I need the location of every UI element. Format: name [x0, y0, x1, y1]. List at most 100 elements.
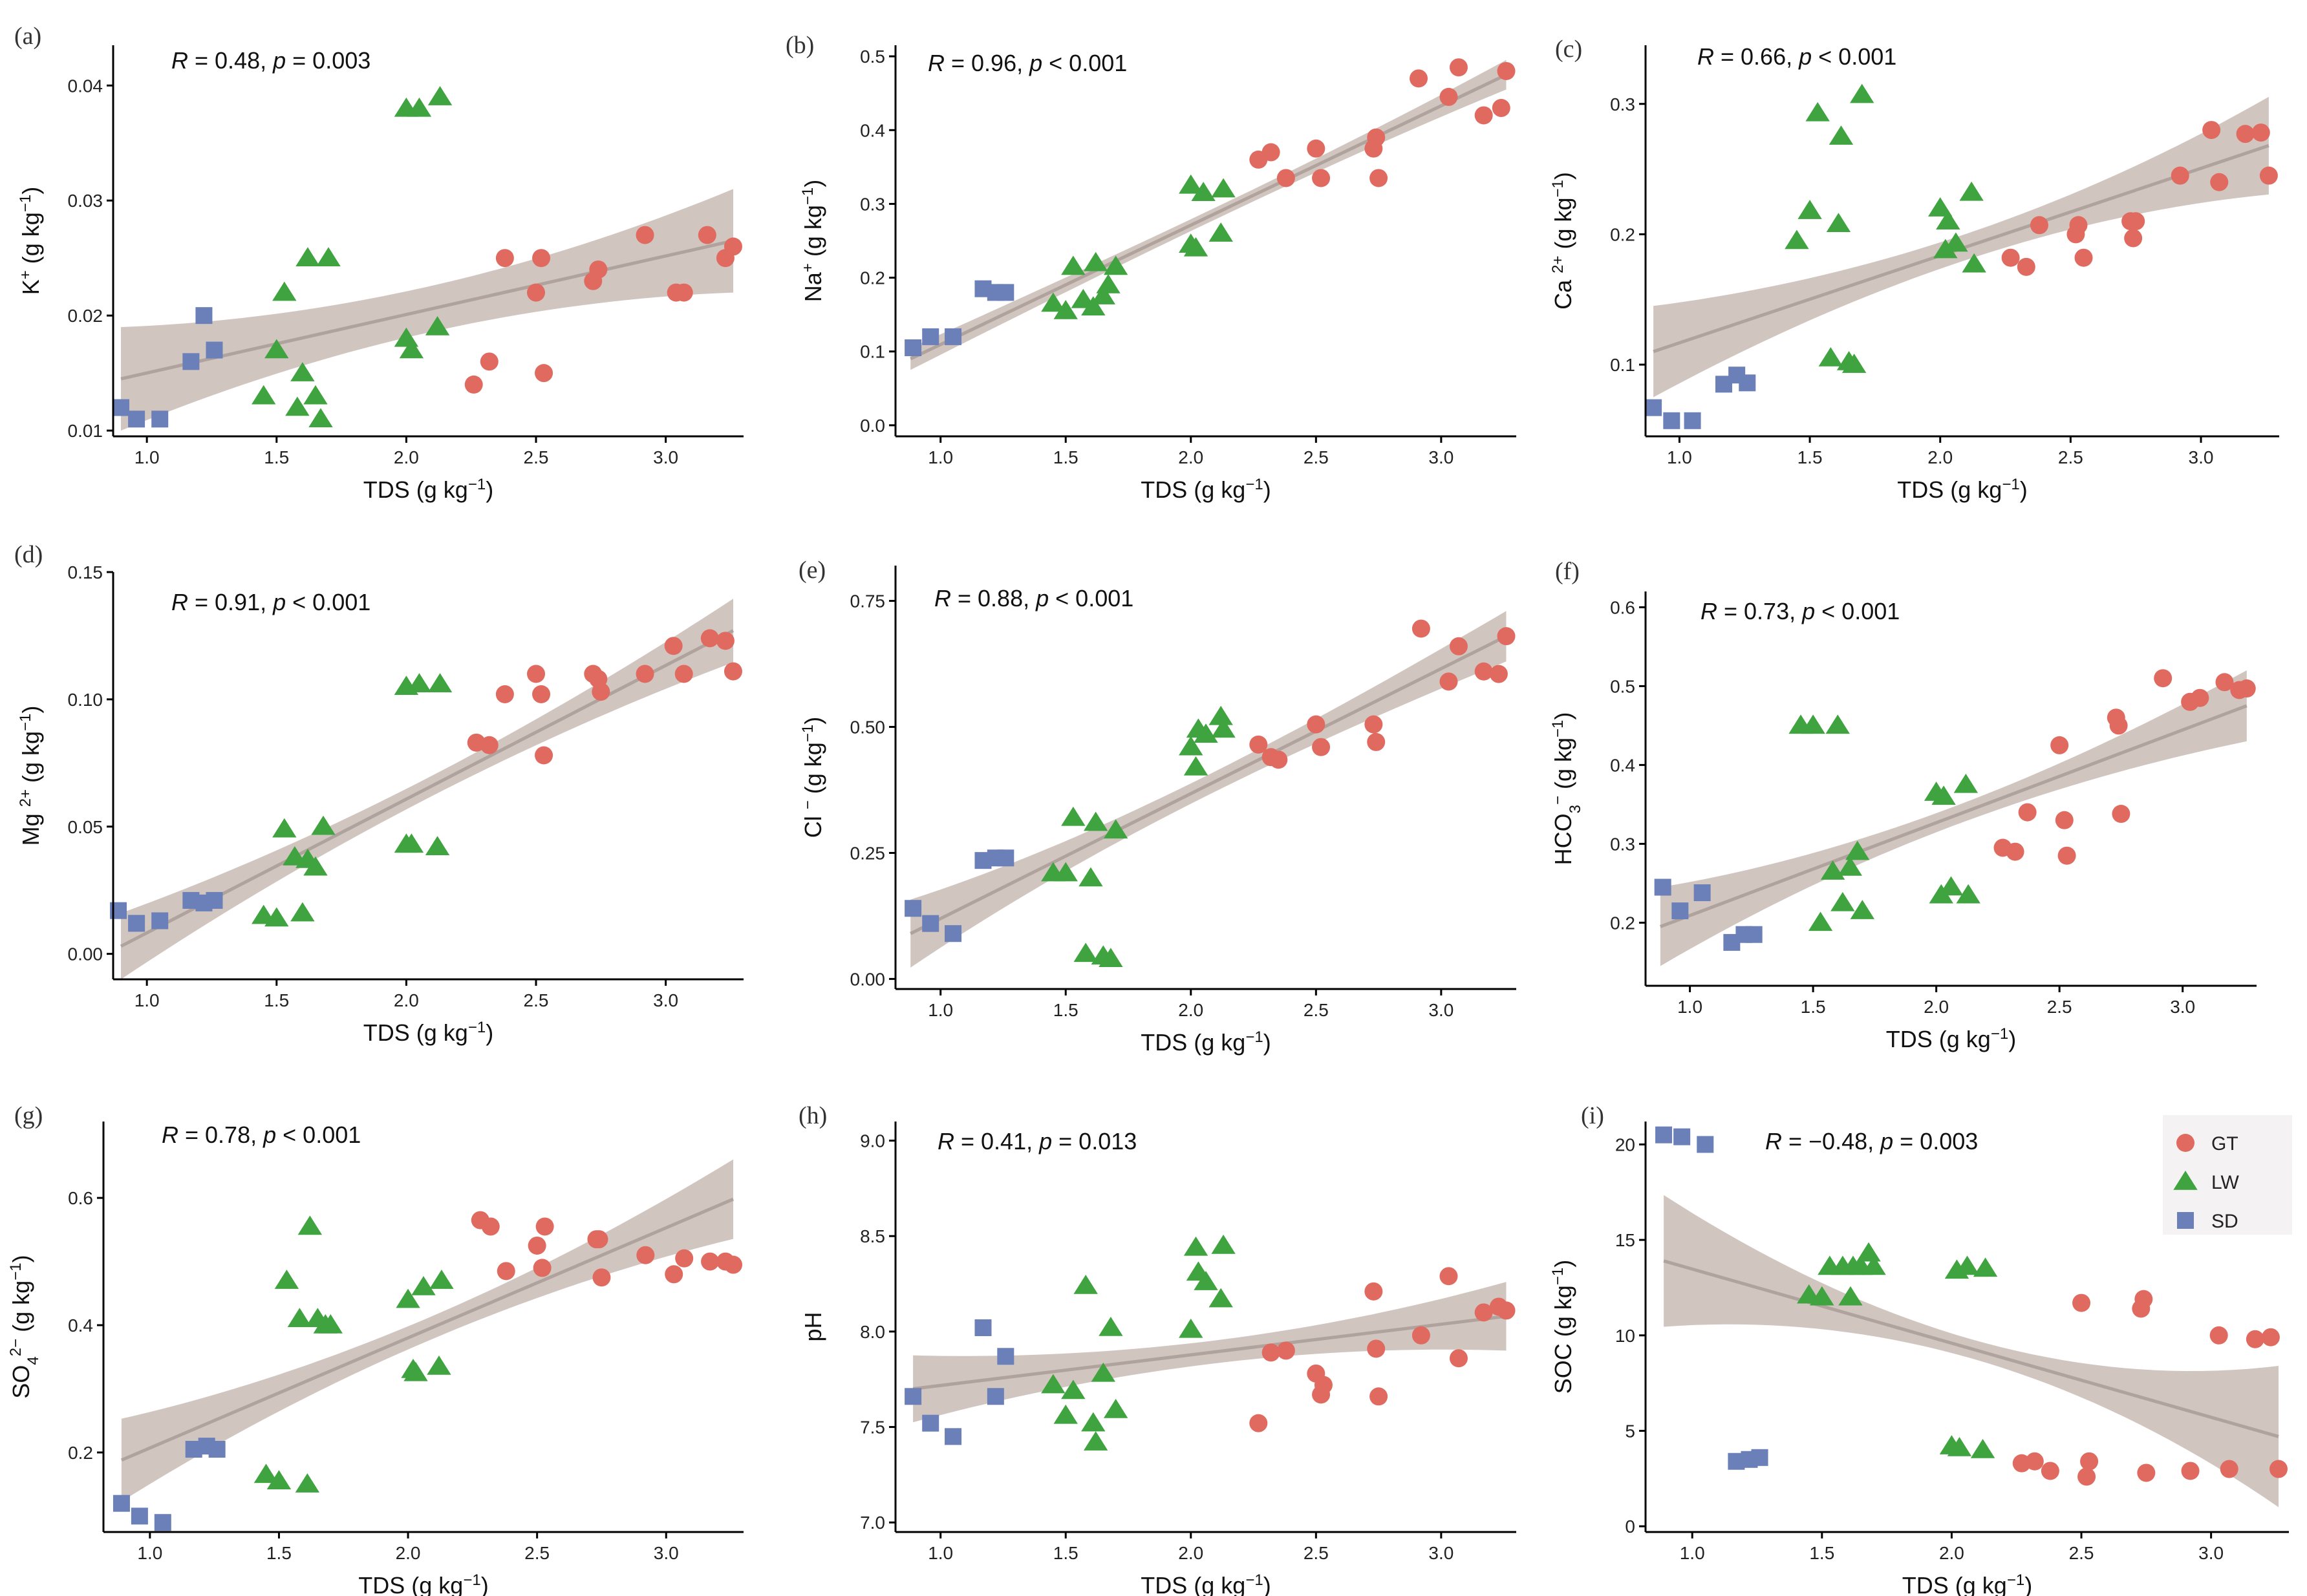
y-tick-label: 0.2 [68, 1443, 93, 1463]
data-point-lw [1179, 1318, 1203, 1338]
x-tick-label: 2.5 [2058, 447, 2083, 467]
data-point-gt [2269, 1460, 2288, 1478]
data-point-gt [1492, 99, 1510, 118]
data-point-lw [1061, 1379, 1086, 1399]
y-tick-label: 5 [1625, 1421, 1635, 1441]
data-point-sd [113, 1495, 130, 1512]
data-point-gt [1497, 1301, 1516, 1320]
x-tick-label: 1.0 [1680, 1543, 1705, 1563]
data-point-lw [295, 1473, 320, 1493]
data-point-gt [481, 1217, 500, 1236]
data-point-lw [1973, 1257, 1998, 1277]
data-point-gt [1261, 143, 1280, 162]
data-point-sd [195, 307, 213, 325]
data-point-lw [1805, 101, 1830, 122]
data-point-sd [922, 915, 939, 932]
data-point-gt [589, 260, 608, 279]
data-point-gt [1276, 1341, 1295, 1360]
data-point-gt [2017, 257, 2035, 276]
data-point-gt [2050, 736, 2069, 754]
data-point-gt [495, 685, 514, 703]
x-tick-label: 2.0 [1924, 997, 1949, 1017]
data-point-gt [2215, 673, 2234, 692]
data-point-sd [128, 915, 145, 932]
data-point-sd [1673, 1128, 1691, 1145]
data-point-gt [700, 629, 719, 648]
y-tick-label: 0.3 [1610, 834, 1635, 854]
correlation-annotation: R = 0.66, p < 0.001 [1697, 43, 1896, 70]
data-point-gt [1269, 750, 1288, 769]
x-tick-label: 3.0 [653, 990, 678, 1010]
data-point-gt [675, 1249, 694, 1268]
data-point-lw [1179, 736, 1203, 756]
data-point-sd [945, 1428, 962, 1445]
data-point-sd [987, 1388, 1004, 1405]
data-point-gt [2202, 121, 2221, 140]
data-point-lw [429, 1270, 454, 1289]
data-point-gt [2112, 805, 2130, 824]
regression-line [120, 239, 734, 381]
data-point-lw [427, 86, 453, 105]
data-point-gt [1410, 69, 1428, 88]
data-point-lw [1829, 125, 1854, 145]
regression-line [912, 1314, 1507, 1390]
panel-label: (a) [14, 23, 41, 50]
data-point-lw [1103, 1398, 1128, 1418]
panel-label: (i) [1581, 1102, 1604, 1129]
data-point-lw [318, 1314, 343, 1334]
data-point-lw [1862, 1255, 1886, 1275]
x-tick-label: 3.0 [1428, 447, 1454, 467]
y-tick-label: 0.5 [1610, 676, 1635, 696]
x-axis-title: TDS (g kg−1) [1141, 1571, 1271, 1596]
data-point-sd [1739, 374, 1756, 392]
data-point-lw [1785, 229, 1809, 250]
data-point-lw [1073, 1275, 1098, 1294]
data-point-sd [182, 353, 200, 370]
data-point-lw [1933, 239, 1958, 259]
x-tick-label: 3.0 [1428, 1543, 1454, 1563]
data-point-sd [997, 284, 1014, 301]
data-point-gt [1369, 1387, 1388, 1406]
data-point-lw [1194, 723, 1218, 743]
regression-line [910, 73, 1507, 361]
data-point-gt [2077, 1467, 2096, 1486]
data-point-gt [2210, 173, 2229, 191]
data-point-gt [497, 1262, 515, 1281]
y-tick-label: 0.05 [68, 817, 103, 837]
regression-line [1659, 704, 2248, 928]
y-tick-label: 0.0 [860, 416, 885, 436]
data-point-lw [290, 362, 315, 381]
confidence-band [910, 59, 1507, 370]
y-tick-label: 0.3 [860, 194, 885, 214]
data-point-lw [1808, 911, 1833, 931]
chart-panel-i: 0 5 10 15 20 1.0 1.5 2.0 2.5 3.0 TDS (g kg−1) SOC (… [1549, 1102, 2292, 1596]
x-tick-label: 1.0 [928, 447, 953, 467]
correlation-annotation: R = 0.96, p < 0.001 [928, 50, 1127, 76]
data-point-sd [905, 900, 922, 917]
chart-panel-e: 0.00 0.25 0.50 0.75 1.0 1.5 2.0 2.5 3.0 TDS (g kg… [799, 557, 1516, 1056]
data-point-gt [1312, 169, 1331, 187]
data-point-gt [665, 1265, 683, 1284]
data-point-gt [590, 1230, 608, 1249]
data-point-gt [2069, 216, 2088, 235]
x-tick-label: 2.0 [1178, 447, 1203, 467]
data-point-sd [905, 1388, 922, 1405]
data-point-gt [2030, 216, 2048, 235]
data-point-gt [2261, 1328, 2280, 1346]
data-point-gt [2154, 669, 2173, 688]
data-point-sd [208, 1441, 226, 1458]
data-point-gt [1449, 637, 1468, 655]
y-axis-title: SO42− (g kg−1) [7, 1255, 42, 1398]
data-point-sd [151, 912, 169, 930]
data-point-gt [2237, 679, 2256, 698]
data-point-lw [1183, 756, 1208, 776]
data-point-gt [701, 1252, 720, 1271]
y-tick-label: 0.4 [1610, 755, 1635, 775]
y-tick-label: 8.5 [860, 1226, 885, 1246]
regression-line [910, 634, 1507, 935]
chart-panel-g: 0.2 0.4 0.6 1.0 1.5 2.0 2.5 3.0 TDS (g kg−1) SO42… [7, 1102, 744, 1596]
data-point-lw [407, 97, 432, 117]
data-point-gt [1439, 1267, 1458, 1286]
x-axis-title: TDS (g kg−1) [1141, 1028, 1271, 1056]
data-point-sd [905, 339, 922, 357]
